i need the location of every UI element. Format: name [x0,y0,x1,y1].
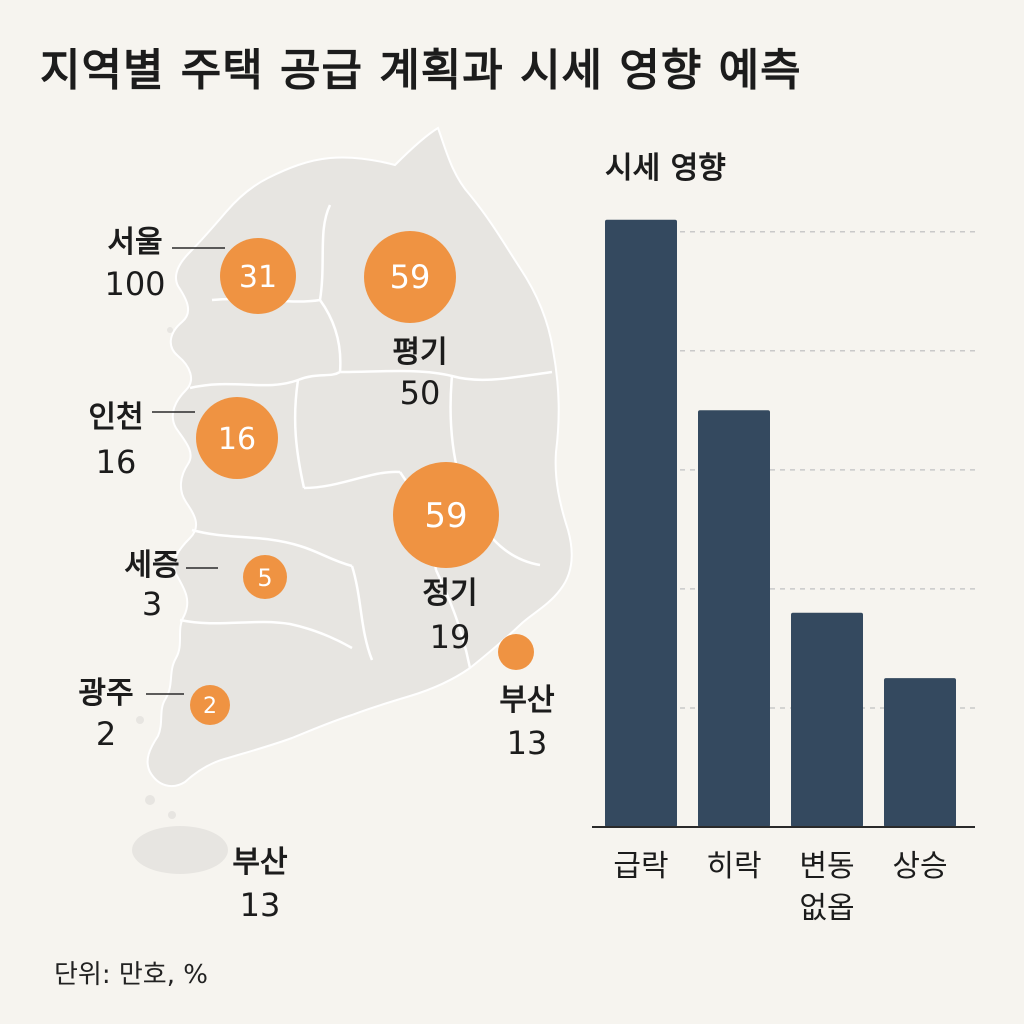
category-label: 급락 [613,849,668,884]
bars [605,219,956,827]
bubble-region-5: 59 [393,462,499,568]
region-name-incheon: 인천 [88,400,143,435]
region-value-gwangju: 2 [96,715,116,753]
bubble-label: 31 [239,260,277,295]
bubble-busan [498,634,534,670]
bar-chart-title: 시세 영향 [605,151,726,186]
region-value-sejong: 3 [142,585,162,623]
jeju-island [132,826,228,874]
bar-3 [791,612,863,827]
region-value-gyeonggi: 50 [400,374,441,412]
category-label: 상승 [892,849,947,884]
bubble-label: 59 [390,258,431,296]
region-name-sejong: 세증 [124,548,179,583]
bubble-gyeonggi: 59 [364,231,456,323]
category-label: 히락 [706,849,761,884]
region-value-busan: 13 [507,724,548,762]
region-name-gyeonggi: 평기 [392,335,447,370]
bubble-gwangju: 2 [190,685,230,725]
region-name-gwangju: 광주 [78,676,133,711]
bubble-incheon: 16 [196,397,278,479]
bubble-label: 59 [424,496,467,536]
bubble-seoul: 31 [220,238,296,314]
region-name-jeju: 부산 [232,845,288,880]
region-value-5: 19 [430,618,471,656]
bubble-label: 2 [203,694,217,719]
region-value-jeju: 13 [240,886,281,924]
region-value-incheon: 16 [96,443,137,481]
bar-2 [698,410,770,827]
bubble-sejong: 5 [243,555,287,599]
category-label: 변동 [799,849,854,884]
bar-4 [884,678,956,827]
bubble-label: 5 [257,564,272,592]
region-name-5: 정기 [422,576,477,611]
region-name-busan: 부산 [499,683,555,718]
category-label: 없옵 [799,891,854,926]
region-name-seoul: 서울 [107,225,162,260]
leader-lines [146,247,225,695]
bar-1 [605,219,677,827]
bubble-label: 16 [218,422,256,457]
region-value-seoul: 100 [104,265,165,303]
unit-note: 단위: 만호, % [54,960,208,990]
page-title: 지역별 주택 공급 계획과 시세 영향 예측 [40,45,802,96]
